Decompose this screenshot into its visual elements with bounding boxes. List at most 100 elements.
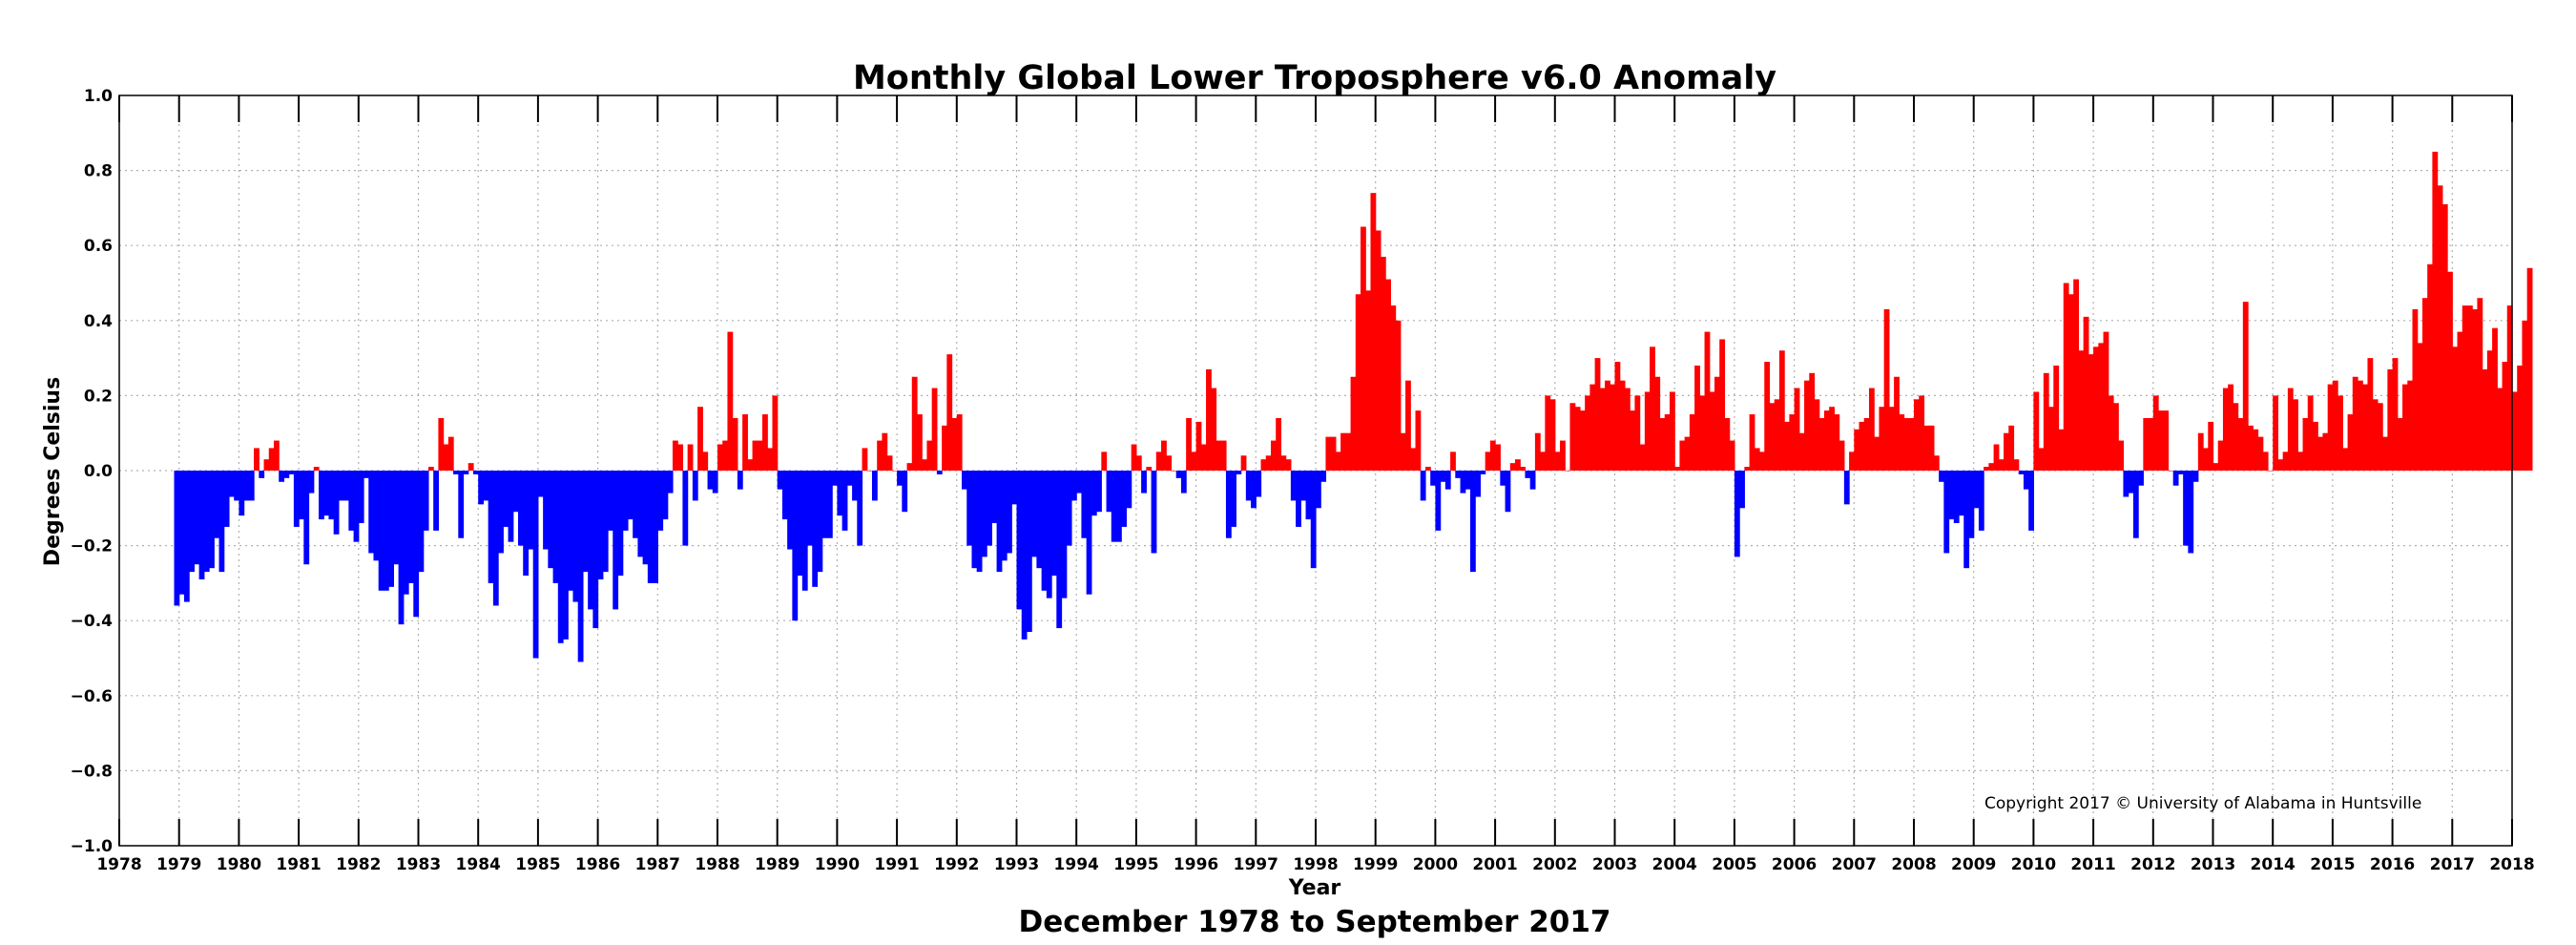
anomaly-bar xyxy=(642,471,649,565)
anomaly-bar xyxy=(1469,471,1476,573)
anomaly-bar xyxy=(1978,471,1984,531)
anomaly-bar xyxy=(1276,417,1282,471)
anomaly-bar xyxy=(463,471,469,474)
anomaly-bar xyxy=(1206,368,1212,471)
anomaly-bar xyxy=(1340,432,1346,471)
anomaly-bar xyxy=(2203,448,2209,471)
anomaly-bar xyxy=(801,471,808,591)
anomaly-bar xyxy=(1714,376,1720,471)
anomaly-bar xyxy=(263,459,270,471)
anomaly-bar xyxy=(926,440,933,471)
anomaly-bar xyxy=(453,471,459,474)
anomaly-bar xyxy=(288,471,295,474)
anomaly-bar xyxy=(557,471,564,643)
anomaly-bar xyxy=(1330,436,1337,471)
x-tick-label: 2005 xyxy=(1712,855,1756,874)
anomaly-bar xyxy=(1270,440,1277,471)
anomaly-bar xyxy=(1654,376,1661,471)
anomaly-bar xyxy=(1106,471,1112,513)
anomaly-bar xyxy=(1585,395,1590,471)
anomaly-bar xyxy=(1689,414,1695,471)
anomaly-bar xyxy=(1240,455,1247,471)
anomaly-bar xyxy=(1644,391,1651,471)
anomaly-bar xyxy=(1195,421,1202,471)
anomaly-bar xyxy=(2352,376,2358,471)
anomaly-bar xyxy=(353,471,360,542)
anomaly-bar xyxy=(343,471,349,501)
anomaly-bar xyxy=(2242,302,2249,471)
anomaly-bar xyxy=(458,471,465,538)
anomaly-bar xyxy=(1086,471,1092,595)
anomaly-bar xyxy=(259,471,265,478)
anomaly-bar xyxy=(862,448,868,471)
anomaly-bar xyxy=(1534,432,1541,471)
anomaly-bar xyxy=(2152,395,2159,471)
anomaly-bar xyxy=(1405,380,1411,471)
anomaly-bar xyxy=(588,471,593,610)
anomaly-bar xyxy=(1948,471,1955,520)
x-tick-label: 2002 xyxy=(1532,855,1577,874)
anomaly-bar xyxy=(2462,305,2468,471)
anomaly-bar xyxy=(1265,455,1272,471)
anomaly-bar xyxy=(388,471,394,587)
anomaly-bar xyxy=(518,471,524,546)
anomaly-bar xyxy=(1111,471,1117,542)
anomaly-bar xyxy=(1933,455,1940,471)
x-tick-label: 1995 xyxy=(1113,855,1158,874)
anomaly-bar xyxy=(273,440,280,471)
y-tick-label: 0.2 xyxy=(84,387,113,406)
anomaly-bar xyxy=(1814,399,1820,471)
y-tick-label: 0.4 xyxy=(84,312,113,331)
anomaly-bar xyxy=(592,471,599,629)
anomaly-bar xyxy=(742,414,748,471)
anomaly-bar xyxy=(877,440,883,471)
anomaly-bar xyxy=(2058,429,2065,471)
anomaly-bar xyxy=(1883,309,1890,471)
anomaly-bar xyxy=(1220,440,1227,471)
anomaly-bar xyxy=(183,471,190,602)
anomaly-bar xyxy=(797,471,803,577)
anomaly-bar xyxy=(488,471,494,583)
anomaly-bar xyxy=(528,471,534,550)
anomaly-bar xyxy=(2108,395,2114,471)
anomaly-bar xyxy=(1863,417,1870,471)
anomaly-bar xyxy=(2158,410,2164,471)
anomaly-bar xyxy=(572,471,579,602)
anomaly-bar xyxy=(1998,459,2005,471)
anomaly-bar xyxy=(1325,436,1332,471)
anomaly-bar xyxy=(2297,452,2304,471)
anomaly-bar xyxy=(2317,436,2324,471)
anomaly-bar xyxy=(2452,346,2459,471)
anomaly-bar xyxy=(1489,440,1496,471)
anomaly-bar xyxy=(946,354,953,471)
anomaly-bar xyxy=(2262,452,2269,471)
anomaly-bar xyxy=(467,463,474,471)
anomaly-bar xyxy=(1939,471,1944,482)
anomaly-bar xyxy=(1236,471,1242,474)
x-tick-label: 1979 xyxy=(156,855,201,874)
anomaly-bar xyxy=(373,471,380,561)
anomaly-bar xyxy=(2372,399,2379,471)
anomaly-bar xyxy=(1151,471,1157,554)
anomaly-bar xyxy=(1565,471,1571,472)
anomaly-bar xyxy=(762,414,768,471)
x-tick-label: 2004 xyxy=(1652,855,1697,874)
anomaly-bar xyxy=(203,471,210,573)
anomaly-bar xyxy=(1554,452,1561,471)
anomaly-bar xyxy=(1923,425,1930,471)
anomaly-bar xyxy=(757,440,763,471)
anomaly-bar xyxy=(653,471,658,583)
y-tick-label: −0.8 xyxy=(71,762,113,781)
anomaly-bar xyxy=(1345,432,1352,471)
anomaly-bar xyxy=(637,471,644,557)
anomaly-bar xyxy=(1041,471,1048,591)
x-tick-label: 2011 xyxy=(2070,855,2115,874)
anomaly-bar xyxy=(1704,331,1711,471)
anomaly-bar xyxy=(1146,467,1153,471)
anomaly-bar xyxy=(1141,471,1147,494)
anomaly-bar xyxy=(931,388,938,471)
anomaly-bar xyxy=(2177,471,2184,474)
anomaly-bar xyxy=(303,471,310,565)
y-tick-label: −0.2 xyxy=(71,537,113,556)
x-tick-label: 1980 xyxy=(217,855,261,874)
